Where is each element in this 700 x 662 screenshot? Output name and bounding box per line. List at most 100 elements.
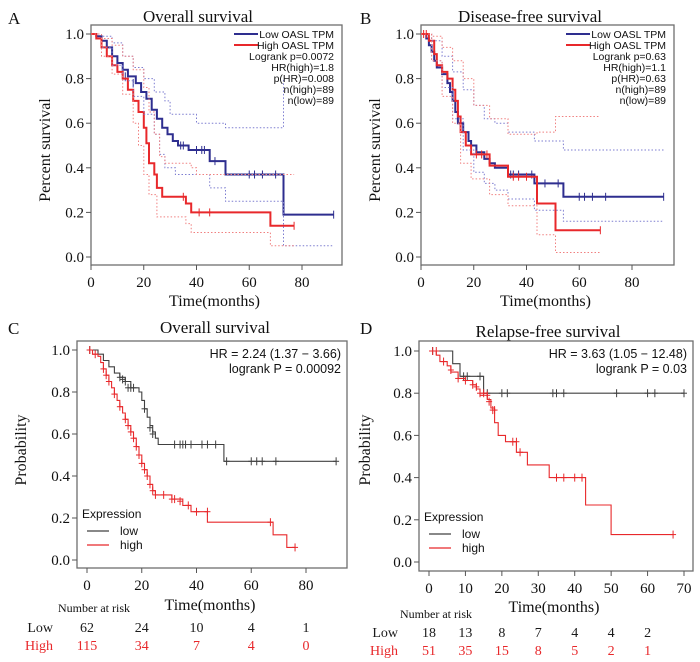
risk-value: 115 (77, 639, 97, 654)
x-tick-label: 0 (425, 581, 433, 597)
y-tick-label: 0.8 (395, 72, 414, 88)
risk-table-title: Number at risk (58, 601, 130, 615)
stat-annotation: n(high)=89 (284, 84, 335, 96)
y-axis-label: Probability (357, 414, 374, 485)
x-axis-label: Time(months) (500, 293, 591, 310)
risk-row-label: Low (372, 626, 399, 641)
stat-annotation: Logrank p=0.0072 (249, 51, 334, 63)
risk-value: 2 (644, 626, 651, 641)
risk-row-label: High (370, 644, 398, 659)
x-tick-label: 60 (242, 275, 257, 291)
y-tick-label: 0.8 (393, 386, 412, 402)
risk-value: 4 (571, 626, 578, 641)
y-tick-label: 0.6 (65, 116, 84, 132)
y-tick-label: 0.0 (51, 553, 70, 569)
x-tick-label: 40 (189, 275, 204, 291)
x-tick-label: 60 (640, 581, 655, 597)
y-tick-label: 0.6 (393, 428, 412, 444)
y-axis-label: Percent survival (37, 98, 54, 202)
y-tick-label: 0.0 (65, 250, 84, 266)
y-tick-label: 0.4 (395, 161, 414, 177)
y-tick-label: 1.0 (51, 343, 70, 359)
chart-title: Relapse-free survival (476, 322, 621, 341)
y-tick-label: 0.2 (51, 511, 70, 527)
risk-value: 8 (498, 626, 505, 641)
x-axis-label: Time(months) (165, 597, 256, 614)
stat-annotation: p(HR)=0.008 (274, 73, 335, 85)
y-tick-label: 0.2 (393, 513, 412, 529)
risk-value: 7 (193, 639, 200, 654)
y-tick-label: 0.8 (51, 385, 70, 401)
plot-frame (420, 24, 675, 266)
y-tick-label: 1.0 (65, 27, 84, 43)
risk-value: 5 (571, 644, 578, 659)
x-tick-label: 20 (494, 581, 509, 597)
panel-a: A Overall survival 0.0 0.2 0.4 0.6 0.8 1.0 0 20 40… (8, 7, 343, 310)
x-tick-label: 10 (458, 581, 473, 597)
series-line-low (87, 349, 337, 462)
plot-frame (90, 24, 343, 266)
stat-annotation: Logrank p=0.63 (593, 51, 666, 63)
stat-annotation: HR = 2.24 (1.37 − 3.66) (210, 347, 341, 361)
panel-label: D (360, 319, 372, 338)
legend-label: low (462, 527, 480, 541)
risk-value: 4 (608, 626, 615, 641)
x-tick-label: 0 (83, 578, 91, 594)
legend-label: Low OASL TPM (591, 29, 666, 41)
x-tick-label: 20 (134, 578, 149, 594)
risk-value: 7 (535, 626, 542, 641)
series-line-low-upper-ci (421, 33, 664, 151)
y-tick-label: 0.2 (395, 205, 414, 221)
legend-label: low (120, 524, 138, 538)
chart-title: Disease-free survival (458, 7, 602, 26)
stat-annotation: logrank P = 0.03 (596, 362, 687, 376)
series-line-high-lower-ci (91, 33, 295, 247)
risk-value: 4 (248, 639, 255, 654)
risk-value: 34 (135, 639, 149, 654)
stat-annotation: HR(high)=1.8 (271, 62, 334, 74)
legend-title: Expression (82, 507, 141, 521)
y-tick-label: 1.0 (393, 344, 412, 360)
plot-frame (76, 340, 348, 569)
panel-label: C (8, 319, 19, 338)
y-axis-label: Percent survival (367, 98, 384, 202)
x-tick-label: 80 (295, 275, 310, 291)
panel-label: B (360, 9, 371, 28)
x-tick-label: 40 (189, 578, 204, 594)
x-tick-label: 20 (136, 275, 151, 291)
legend-label: high (462, 541, 485, 555)
panel-label: A (8, 9, 21, 28)
x-tick-label: 60 (244, 578, 259, 594)
x-tick-label: 30 (531, 581, 546, 597)
panel-d: D Relapse-free survival 0.0 0.2 0.4 0.6 0.8 1.0… (357, 319, 694, 659)
legend-title: Expression (424, 510, 483, 524)
x-axis-label: Time(months) (169, 293, 260, 310)
series-line-high-upper-ci (421, 33, 601, 135)
risk-value: 2 (608, 644, 615, 659)
x-tick-label: 50 (604, 581, 619, 597)
risk-value: 35 (458, 644, 472, 659)
series-line-low-lower-ci (421, 33, 664, 222)
panel-b: B Disease-free survival 0.0 0.2 0.4 0.6 0.8 1.0… (360, 7, 675, 310)
x-tick-label: 0 (87, 275, 95, 291)
x-tick-label: 40 (567, 581, 582, 597)
risk-table-title: Number at risk (400, 607, 472, 621)
risk-row-label: High (25, 639, 53, 654)
x-tick-label: 80 (625, 275, 640, 291)
risk-value: 8 (535, 644, 542, 659)
series-line-high-upper-ci (91, 33, 295, 175)
x-tick-label: 40 (519, 275, 534, 291)
risk-value: 10 (190, 621, 204, 636)
series-line-high-lower-ci (421, 33, 601, 253)
legend-label: Low OASL TPM (259, 29, 334, 41)
stat-annotation: n(high)=89 (616, 84, 667, 96)
risk-value: 18 (422, 626, 436, 641)
risk-value: 62 (80, 621, 94, 636)
y-tick-label: 0.4 (51, 469, 70, 485)
y-tick-label: 0.8 (65, 72, 84, 88)
risk-value: 24 (135, 621, 149, 636)
y-tick-label: 0.4 (393, 471, 412, 487)
risk-value: 1 (644, 644, 651, 659)
